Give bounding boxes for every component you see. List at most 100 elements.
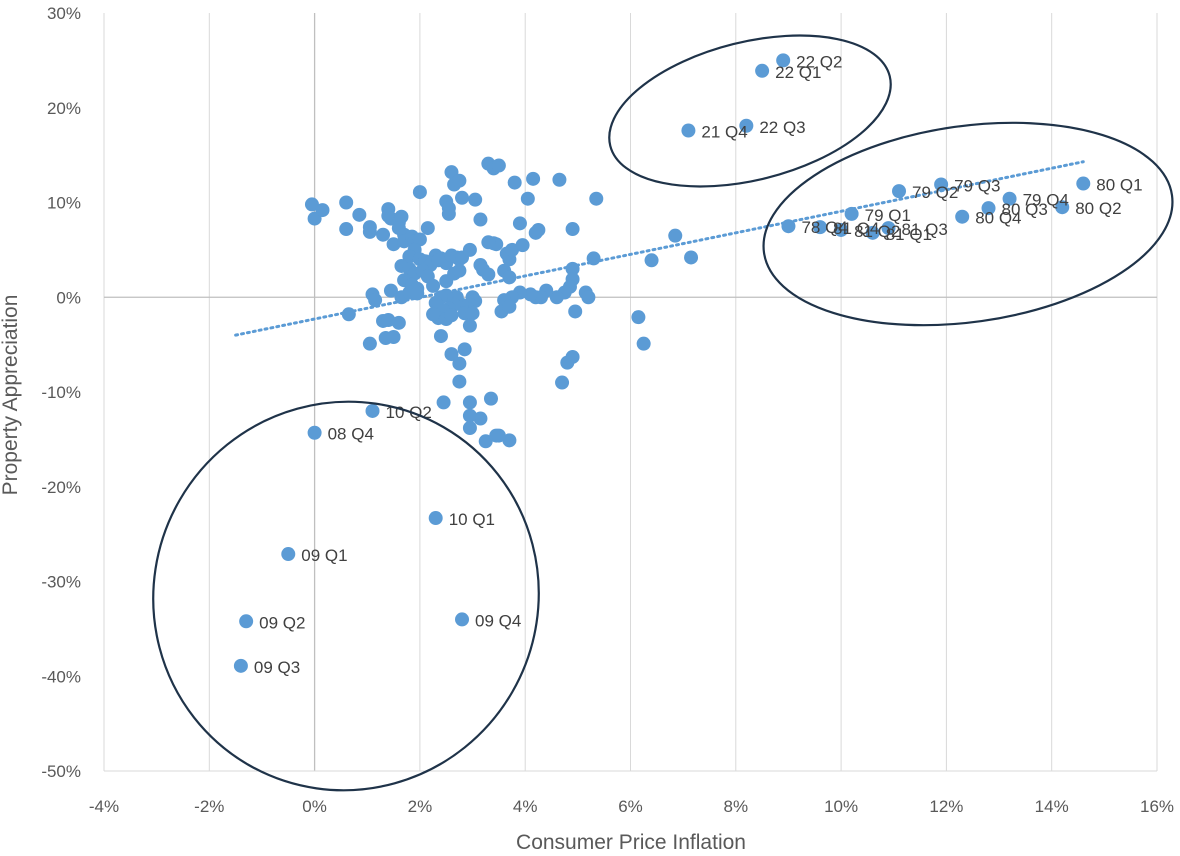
data-label: 21 Q4 [701, 122, 747, 141]
data-point [844, 206, 859, 221]
data-point [368, 293, 383, 308]
data-point [473, 411, 488, 426]
data-point [755, 63, 770, 78]
data-point [568, 304, 583, 319]
data-label: 09 Q4 [475, 611, 521, 630]
data-point [426, 278, 441, 293]
data-point [452, 263, 467, 278]
highlight-ellipses [152, 34, 1174, 792]
data-point [526, 171, 541, 186]
data-point [426, 307, 441, 322]
x-tick-label: 10% [824, 797, 858, 816]
data-point [531, 222, 546, 237]
tick-labels: -4% -2% 0% 2% 4% 6% 8% 10% 12% 14% 16% -50% -40% -30%… [41, 4, 1174, 816]
x-tick-label: -2% [194, 797, 224, 816]
data-point [233, 658, 248, 673]
x-tick-label: 12% [929, 797, 963, 816]
data-point [412, 232, 427, 247]
data-label: 79 Q2 [912, 183, 958, 202]
data-point [462, 242, 477, 257]
data-label: 81 Q1 [886, 225, 932, 244]
data-point [684, 250, 699, 265]
data-point [491, 158, 506, 173]
y-tick-label: 0% [56, 288, 81, 307]
data-label: 79 Q1 [865, 206, 911, 225]
data-point [352, 207, 367, 222]
data-label: 09 Q1 [301, 546, 347, 565]
data-point [644, 253, 659, 268]
data-point [483, 391, 498, 406]
data-point [281, 547, 296, 562]
data-point [462, 408, 477, 423]
data-point [457, 342, 472, 357]
data-point [502, 433, 517, 448]
data-point [502, 270, 517, 285]
data-point [813, 220, 828, 235]
data-point [555, 375, 570, 390]
data-point [491, 428, 506, 443]
x-tick-label: 2% [408, 797, 433, 816]
data-point [981, 201, 996, 216]
data-label: 22 Q3 [759, 118, 805, 137]
data-point [668, 228, 683, 243]
data-point [881, 221, 896, 236]
data-point [552, 172, 567, 187]
highlight-ellipse [608, 34, 892, 188]
data-point [505, 242, 520, 257]
data-point [560, 355, 575, 370]
data-point [455, 190, 470, 205]
data-point [412, 185, 427, 200]
data-point [739, 118, 754, 133]
data-point [402, 249, 417, 264]
data-point [433, 329, 448, 344]
data-point [1055, 200, 1070, 215]
data-point [307, 425, 322, 440]
data-label: 22 Q1 [775, 63, 821, 82]
data-point [383, 283, 398, 298]
data-point [452, 374, 467, 389]
data-point [586, 251, 601, 266]
data-point [468, 192, 483, 207]
data-point [512, 216, 527, 231]
data-point [376, 227, 391, 242]
data-point [304, 197, 319, 212]
x-tick-label: 0% [302, 797, 327, 816]
data-label: 09 Q2 [259, 613, 305, 632]
data-point [473, 212, 488, 227]
y-axis-title: Property Appreciation [0, 295, 22, 496]
data-point [589, 191, 604, 206]
data-label: 08 Q4 [328, 425, 374, 444]
data-point [462, 395, 477, 410]
data-label: 79 Q3 [954, 176, 1000, 195]
data-point [391, 315, 406, 330]
x-tick-label: 8% [724, 797, 749, 816]
data-point [362, 220, 377, 235]
data-point [420, 221, 435, 236]
data-points [233, 53, 1091, 673]
data-label: 80 Q1 [1096, 176, 1142, 195]
data-point [507, 175, 522, 190]
data-label: 78 Q4 [801, 218, 847, 237]
x-tick-label: -4% [89, 797, 119, 816]
data-point [515, 238, 530, 253]
data-point [481, 267, 496, 282]
data-point [581, 290, 596, 305]
data-point [386, 330, 401, 345]
data-point [431, 253, 446, 268]
data-label: 81 Q2 [854, 222, 900, 241]
data-point [452, 173, 467, 188]
data-label: 81 Q3 [901, 220, 947, 239]
y-tick-label: -40% [41, 667, 81, 686]
data-point [681, 123, 696, 138]
data-point [444, 308, 459, 323]
data-point [341, 307, 356, 322]
grid-lines [103, 13, 1158, 771]
data-point [481, 235, 496, 250]
data-point [381, 312, 396, 327]
data-point [362, 336, 377, 351]
data-point [892, 184, 907, 199]
data-point [339, 195, 354, 210]
data-label: 80 Q2 [1075, 199, 1121, 218]
